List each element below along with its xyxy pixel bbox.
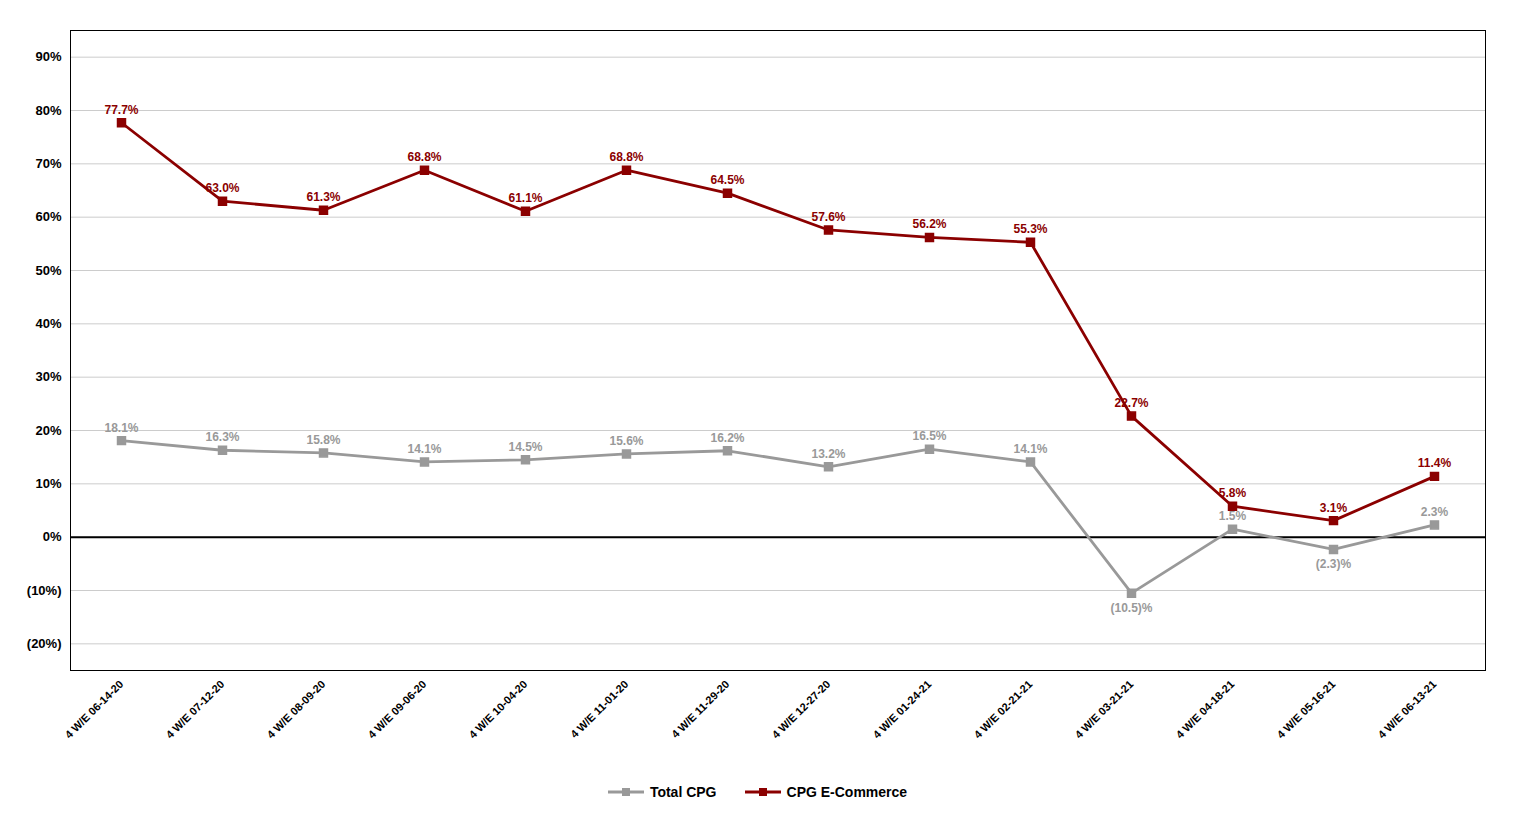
- svg-text:16.5%: 16.5%: [912, 429, 946, 443]
- svg-text:55.3%: 55.3%: [1013, 222, 1047, 236]
- svg-text:16.2%: 16.2%: [710, 431, 744, 445]
- svg-text:50%: 50%: [35, 263, 61, 278]
- svg-text:4 W/E 04-18-21: 4 W/E 04-18-21: [1173, 678, 1236, 741]
- svg-text:68.8%: 68.8%: [609, 150, 643, 164]
- svg-text:4 W/E 06-14-20: 4 W/E 06-14-20: [62, 678, 125, 741]
- svg-text:15.6%: 15.6%: [609, 434, 643, 448]
- svg-text:14.5%: 14.5%: [508, 440, 542, 454]
- svg-text:4 W/E 11-01-20: 4 W/E 11-01-20: [568, 678, 631, 741]
- svg-text:30%: 30%: [35, 369, 61, 384]
- svg-text:14.1%: 14.1%: [1013, 442, 1047, 456]
- svg-text:10%: 10%: [35, 476, 61, 491]
- svg-text:61.1%: 61.1%: [508, 191, 542, 205]
- svg-text:4 W/E 01-24-21: 4 W/E 01-24-21: [870, 678, 933, 741]
- svg-text:20%: 20%: [35, 423, 61, 438]
- html-text:CPG E-Commerce: CPG E-Commerce: [786, 784, 908, 800]
- svg-text:(2.3)%: (2.3)%: [1316, 557, 1352, 571]
- svg-text:5.8%: 5.8%: [1219, 486, 1247, 500]
- svg-text:90%: 90%: [35, 49, 61, 64]
- svg-text:16.3%: 16.3%: [205, 430, 239, 444]
- svg-text:(10.5)%: (10.5)%: [1110, 601, 1152, 615]
- svg-text:70%: 70%: [35, 156, 61, 171]
- svg-text:2.3%: 2.3%: [1421, 505, 1449, 519]
- svg-text:13.2%: 13.2%: [811, 447, 845, 461]
- svg-text:4 W/E 12-27-20: 4 W/E 12-27-20: [769, 678, 832, 741]
- svg-text:4 W/E 09-06-20: 4 W/E 09-06-20: [365, 678, 428, 741]
- svg-text:1.5%: 1.5%: [1219, 509, 1247, 523]
- svg-text:4 W/E 08-09-20: 4 W/E 08-09-20: [264, 678, 327, 741]
- svg-text:14.1%: 14.1%: [407, 442, 441, 456]
- svg-text:(20%): (20%): [27, 636, 62, 651]
- svg-text:3.1%: 3.1%: [1320, 501, 1348, 515]
- svg-text:15.8%: 15.8%: [306, 433, 340, 447]
- svg-text:(10%): (10%): [27, 583, 62, 598]
- svg-text:22.7%: 22.7%: [1114, 396, 1148, 410]
- svg-text:4 W/E 07-12-20: 4 W/E 07-12-20: [163, 678, 226, 741]
- svg-text:80%: 80%: [35, 103, 61, 118]
- svg-text:4 W/E 11-29-20: 4 W/E 11-29-20: [669, 678, 732, 741]
- svg-text:11.4%: 11.4%: [1418, 456, 1452, 470]
- svg-text:64.5%: 64.5%: [710, 173, 744, 187]
- svg-text:40%: 40%: [35, 316, 61, 331]
- svg-text:4 W/E 02-21-21: 4 W/E 02-21-21: [971, 678, 1034, 741]
- svg-text:77.7%: 77.7%: [104, 103, 138, 117]
- svg-text:60%: 60%: [35, 209, 61, 224]
- svg-text:68.8%: 68.8%: [407, 150, 441, 164]
- svg-text:0%: 0%: [43, 529, 62, 544]
- svg-text:56.2%: 56.2%: [912, 217, 946, 231]
- svg-text:4 W/E 10-04-20: 4 W/E 10-04-20: [466, 678, 529, 741]
- svg-text:4 W/E 03-21-21: 4 W/E 03-21-21: [1072, 678, 1135, 741]
- html-text:Total CPG: Total CPG: [649, 784, 717, 800]
- svg-text:57.6%: 57.6%: [811, 210, 845, 224]
- svg-text:4 W/E 06-13-21: 4 W/E 06-13-21: [1375, 678, 1438, 741]
- svg-text:18.1%: 18.1%: [104, 421, 138, 435]
- svg-text:61.3%: 61.3%: [306, 190, 340, 204]
- svg-text:4 W/E 05-16-21: 4 W/E 05-16-21: [1274, 678, 1337, 741]
- svg-text:63.0%: 63.0%: [205, 181, 239, 195]
